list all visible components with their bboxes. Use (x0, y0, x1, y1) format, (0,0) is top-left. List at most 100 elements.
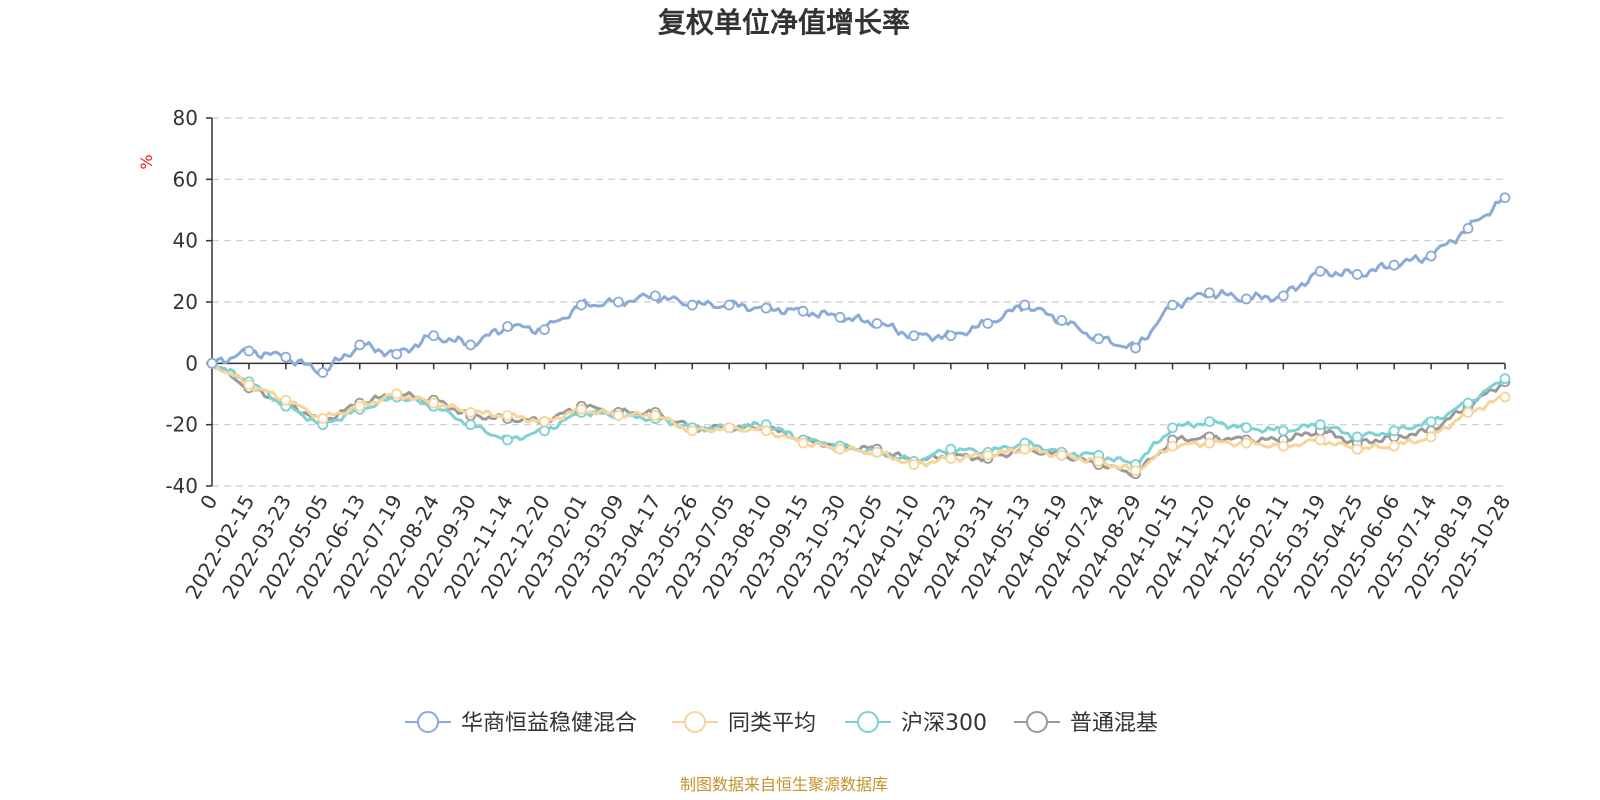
data-point[interactable] (1277, 425, 1289, 437)
data-point[interactable] (1167, 299, 1178, 311)
data-point[interactable] (206, 357, 218, 369)
data-point[interactable] (1351, 431, 1363, 443)
data-point[interactable] (945, 452, 957, 464)
data-point[interactable] (1130, 342, 1141, 354)
data-point[interactable] (649, 290, 661, 302)
data-point[interactable] (1314, 265, 1326, 277)
data-point[interactable] (428, 330, 440, 342)
series-line (211, 361, 1506, 473)
data-point[interactable] (1204, 287, 1215, 299)
data-point[interactable] (1462, 406, 1474, 418)
data-point[interactable] (1425, 431, 1437, 443)
data-point[interactable] (1056, 314, 1068, 326)
data-point[interactable] (1388, 259, 1400, 271)
data-point[interactable] (280, 394, 292, 406)
legend-item[interactable]: 沪深300 (845, 711, 987, 736)
data-point[interactable] (317, 367, 329, 378)
data-point[interactable] (1388, 425, 1400, 437)
data-point[interactable] (945, 330, 957, 342)
data-point[interactable] (1167, 422, 1178, 434)
data-point[interactable] (502, 434, 513, 446)
data-point[interactable] (1204, 416, 1215, 428)
data-point[interactable] (1462, 222, 1474, 234)
data-point[interactable] (871, 446, 883, 458)
legend-marker (1026, 711, 1048, 733)
legend-marker (417, 711, 439, 733)
data-point[interactable] (797, 437, 809, 449)
data-point[interactable] (1351, 268, 1363, 280)
data-point[interactable] (723, 299, 735, 311)
data-point[interactable] (1388, 440, 1400, 452)
data-point[interactable] (1241, 437, 1252, 449)
data-point[interactable] (539, 416, 550, 428)
data-point[interactable] (428, 397, 440, 409)
series-line (211, 196, 1506, 376)
data-point[interactable] (760, 302, 772, 314)
data-point[interactable] (945, 443, 957, 455)
data-point[interactable] (1130, 465, 1141, 477)
legend-item[interactable]: 华商恒益稳健混合 (405, 711, 637, 736)
data-point[interactable] (1167, 440, 1178, 452)
data-point[interactable] (1204, 437, 1215, 449)
data-point[interactable] (243, 379, 255, 391)
data-point[interactable] (760, 425, 772, 437)
data-point[interactable] (723, 422, 735, 434)
data-point[interactable] (576, 403, 587, 415)
data-point[interactable] (686, 425, 698, 437)
data-point[interactable] (539, 324, 550, 336)
legend-marker (684, 711, 706, 733)
data-point[interactable] (391, 388, 403, 400)
data-point[interactable] (243, 345, 255, 357)
data-point[interactable] (1499, 192, 1511, 204)
data-point[interactable] (908, 330, 920, 342)
legend-marker (857, 711, 879, 733)
legend-item[interactable]: 同类平均 (672, 711, 816, 736)
y-tick-label: -20 (165, 413, 198, 437)
data-point[interactable] (797, 305, 809, 317)
data-point[interactable] (391, 348, 403, 360)
data-point[interactable] (465, 406, 477, 418)
data-point[interactable] (317, 413, 329, 424)
data-point[interactable] (834, 311, 846, 323)
data-point[interactable] (686, 299, 698, 311)
data-point[interactable] (1425, 250, 1437, 262)
data-point[interactable] (612, 296, 624, 308)
data-point[interactable] (576, 299, 587, 311)
data-point[interactable] (1462, 397, 1474, 409)
y-tick-label: 60 (173, 167, 198, 191)
data-point[interactable] (982, 449, 994, 461)
data-point[interactable] (649, 410, 661, 421)
data-point[interactable] (465, 339, 477, 351)
data-point[interactable] (1499, 391, 1511, 403)
data-point[interactable] (1019, 299, 1031, 311)
data-point[interactable] (1314, 434, 1326, 446)
data-point[interactable] (1019, 443, 1031, 455)
axes (206, 117, 1506, 487)
data-point[interactable] (1277, 290, 1289, 302)
data-point[interactable] (1241, 293, 1252, 305)
data-point[interactable] (1056, 449, 1068, 461)
data-point[interactable] (354, 400, 366, 412)
data-point[interactable] (502, 410, 513, 421)
data-point[interactable] (1093, 456, 1105, 467)
data-point[interactable] (834, 443, 846, 455)
data-point[interactable] (539, 425, 550, 437)
data-point[interactable] (1277, 440, 1289, 452)
data-point[interactable] (502, 321, 513, 332)
data-point[interactable] (982, 318, 994, 329)
data-point[interactable] (1499, 373, 1511, 385)
data-point[interactable] (908, 459, 920, 470)
data-point[interactable] (1093, 333, 1105, 345)
data-point[interactable] (1351, 443, 1363, 455)
data-point[interactable] (354, 339, 366, 351)
legend-item[interactable]: 普通混基 (1014, 711, 1158, 736)
data-point[interactable] (1241, 422, 1252, 434)
data-point[interactable] (280, 351, 292, 363)
data-point[interactable] (612, 410, 624, 421)
data-point[interactable] (1314, 419, 1326, 431)
data-point[interactable] (465, 419, 477, 431)
data-point[interactable] (1425, 416, 1437, 428)
data-point[interactable] (871, 318, 883, 329)
legend: 华商恒益稳健混合 同类平均 沪深300 普通混基 (405, 711, 1158, 736)
